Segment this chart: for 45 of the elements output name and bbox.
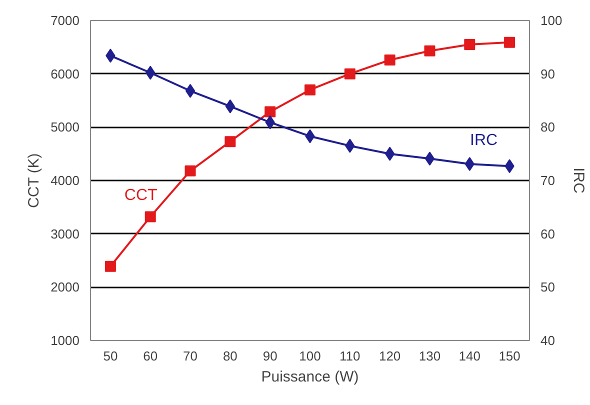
y-axis-title: CCT (K) <box>26 153 43 208</box>
point <box>224 136 236 148</box>
x-axis-title: Puissance (W) <box>261 368 359 386</box>
x-tick-label: 90 <box>262 348 278 364</box>
point <box>424 152 435 166</box>
x-tick-label: 150 <box>498 348 520 364</box>
y2-tick-label: 50 <box>540 280 555 295</box>
x-tick-label: 130 <box>418 348 441 364</box>
y2-tick-label: 70 <box>540 173 555 188</box>
x-tick-label: 70 <box>183 348 198 364</box>
point <box>344 68 356 80</box>
y-tick-label: 2000 <box>50 280 80 295</box>
point <box>424 45 436 56</box>
y2-tick-label: 60 <box>540 226 555 242</box>
point <box>184 165 196 176</box>
point <box>104 260 116 272</box>
x-tick-label: 100 <box>299 348 321 364</box>
x-tick-label: 50 <box>103 348 118 364</box>
point <box>464 39 476 50</box>
series-label: CCT <box>124 186 158 204</box>
point <box>504 36 516 48</box>
point <box>225 99 236 114</box>
y2-axis-title: IRC <box>570 168 588 194</box>
y2-tick-label: 40 <box>540 333 555 348</box>
point <box>384 146 395 161</box>
y-tick-label: 1000 <box>50 333 80 348</box>
point <box>304 84 316 96</box>
y-tick-label: 7000 <box>50 13 80 28</box>
series-label: IRC <box>470 132 498 149</box>
point <box>144 211 156 222</box>
point <box>264 106 276 118</box>
point <box>185 84 196 98</box>
y2-tick-label: 100 <box>540 13 562 28</box>
y-tick-label: 6000 <box>50 66 80 82</box>
x-tick-label: 110 <box>340 348 360 364</box>
x-tick-label: 60 <box>143 348 158 364</box>
y-tick-label: 3000 <box>50 226 80 242</box>
y-tick-label: 4000 <box>50 173 80 188</box>
y2-tick-label: 90 <box>540 66 555 82</box>
y-tick-label: 5000 <box>50 120 80 135</box>
y2-tick-label: 80 <box>540 120 555 135</box>
x-tick-label: 120 <box>378 348 401 364</box>
x-tick-label: 80 <box>222 348 238 364</box>
point <box>384 54 396 66</box>
x-tick-label: 140 <box>458 348 480 364</box>
